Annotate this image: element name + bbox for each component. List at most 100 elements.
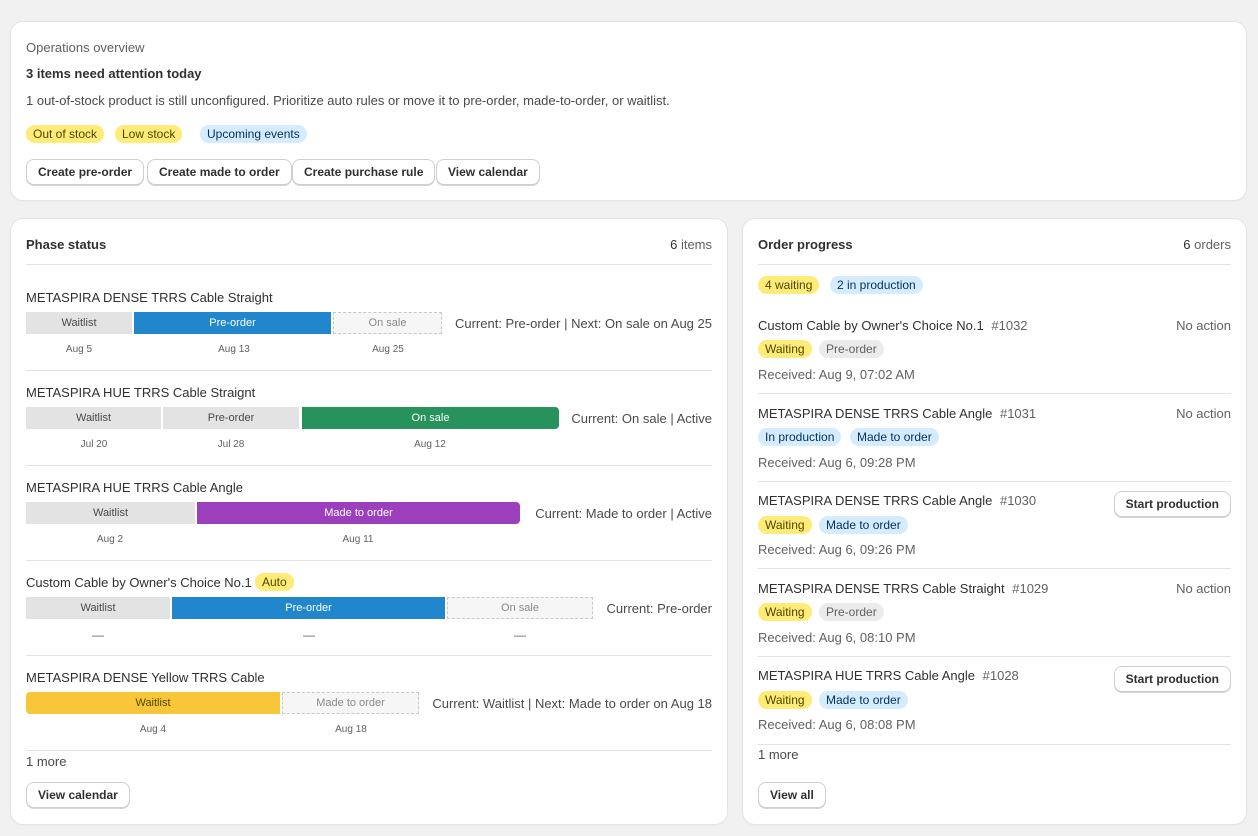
- tag-upcoming-events[interactable]: Upcoming events: [200, 125, 307, 143]
- order-progress-title: Order progress: [758, 237, 853, 252]
- start-production-button[interactable]: Start production: [1113, 666, 1231, 692]
- divider: [758, 656, 1231, 657]
- order-received: Received: Aug 9, 07:02 AM: [758, 367, 915, 382]
- phase-date: —: [303, 628, 315, 642]
- phase-date: Aug 18: [335, 724, 367, 735]
- phase-segment-waitlist: Waitlist: [26, 692, 280, 714]
- product-name: Custom Cable by Owner's Choice No.1: [26, 575, 252, 590]
- order-product-name: METASPIRA DENSE TRRS Cable Straight: [758, 581, 1005, 596]
- divider: [26, 655, 712, 656]
- phase-date: —: [514, 628, 526, 642]
- order-number: #1028: [982, 668, 1019, 683]
- order-product-name: Custom Cable by Owner's Choice No.1: [758, 318, 984, 333]
- phase-date: Aug 12: [414, 439, 446, 450]
- phase-date: Aug 5: [65, 344, 93, 355]
- divider: [26, 750, 712, 751]
- phase-segment-on-sale: On sale: [333, 312, 442, 334]
- phase-status-text: Current: Pre-order | Next: On sale on Au…: [454, 316, 712, 331]
- order-type-badge: Made to order: [819, 516, 908, 534]
- phase-status-text: Current: Pre-order: [606, 601, 712, 616]
- divider: [758, 393, 1231, 394]
- phase-status-card: Phase status 6 items METASPIRA DENSE TRR…: [11, 219, 727, 824]
- order-title: METASPIRA DENSE TRRS Cable Angle #1031: [758, 406, 1036, 421]
- phase-segment-pre-order: Pre-order: [163, 407, 299, 429]
- auto-badge: Auto: [255, 573, 294, 591]
- divider: [758, 744, 1231, 745]
- order-type-badge: Pre-order: [819, 340, 884, 358]
- order-title: METASPIRA HUE TRRS Cable Angle #1028: [758, 668, 1019, 683]
- order-progress-count: 6 orders: [1183, 237, 1231, 252]
- order-title: Custom Cable by Owner's Choice No.1 #103…: [758, 318, 1028, 333]
- order-progress-count-unit: orders: [1194, 237, 1231, 252]
- overview-headline: 3 items need attention today: [26, 66, 202, 81]
- order-number: #1032: [991, 318, 1028, 333]
- divider: [758, 264, 1231, 265]
- phase-segment-on-sale: On sale: [302, 407, 559, 429]
- phase-segment-pre-order: Pre-order: [134, 312, 331, 334]
- order-action-text: No action: [1176, 581, 1231, 596]
- phase-date: Aug 11: [342, 534, 374, 545]
- order-number: #1031: [999, 406, 1037, 421]
- phase-segment-pre-order: Pre-order: [172, 597, 445, 619]
- phase-date: Jul 20: [80, 439, 108, 450]
- phase-status-more[interactable]: 1 more: [26, 754, 67, 769]
- order-received: Received: Aug 6, 08:10 PM: [758, 630, 916, 645]
- operations-overview-card: Operations overview 3 items need attenti…: [11, 22, 1246, 200]
- phase-date: Aug 13: [218, 344, 250, 355]
- waiting-summary-badge: 4 waiting: [758, 276, 820, 294]
- phase-status-text: Current: On sale | Active: [571, 411, 712, 426]
- phase-segment-made-to-order: Made to order: [282, 692, 419, 714]
- phase-segment-waitlist: Waitlist: [26, 502, 195, 524]
- order-title: METASPIRA DENSE TRRS Cable Straight #102…: [758, 581, 1048, 596]
- in-production-summary-badge: 2 in production: [830, 276, 923, 294]
- view-all-button[interactable]: View all: [758, 782, 826, 808]
- divider: [26, 264, 712, 265]
- product-name: METASPIRA HUE TRRS Cable Straignt: [26, 385, 256, 400]
- order-action-text: No action: [1176, 318, 1231, 333]
- phase-date: —: [92, 628, 104, 642]
- tag-low-stock[interactable]: Low stock: [115, 125, 183, 143]
- order-progress-count-number: 6: [1183, 237, 1191, 252]
- order-product-name: METASPIRA DENSE TRRS Cable Angle: [758, 406, 993, 421]
- overview-description: 1 out-of-stock product is still unconfig…: [26, 93, 670, 108]
- phase-status-text: Current: Made to order | Active: [535, 506, 712, 521]
- order-received: Received: Aug 6, 09:28 PM: [758, 455, 916, 470]
- order-number: #1030: [999, 493, 1037, 508]
- view-calendar-button[interactable]: View calendar: [26, 782, 130, 808]
- order-status-badge: Waiting: [758, 691, 812, 709]
- create-pre-order-button[interactable]: Create pre-order: [26, 159, 145, 185]
- divider: [758, 568, 1231, 569]
- product-name: METASPIRA DENSE TRRS Cable Straight: [26, 290, 273, 305]
- tag-out-of-stock[interactable]: Out of stock: [26, 125, 105, 143]
- create-made-to-order-button[interactable]: Create made to order: [147, 159, 292, 185]
- order-type-badge: Made to order: [819, 691, 908, 709]
- divider: [26, 370, 712, 371]
- divider: [758, 481, 1231, 482]
- order-title: METASPIRA DENSE TRRS Cable Angle #1030: [758, 493, 1036, 508]
- phase-date: Aug 4: [139, 724, 167, 735]
- view-calendar-button[interactable]: View calendar: [436, 159, 540, 185]
- phase-segment-on-sale: On sale: [447, 597, 593, 619]
- overview-label: Operations overview: [26, 40, 145, 55]
- order-status-badge: Waiting: [758, 516, 812, 534]
- phase-status-title: Phase status: [26, 237, 107, 252]
- phase-status-text: Current: Waitlist | Next: Made to order …: [432, 696, 712, 711]
- order-action-text: No action: [1176, 406, 1231, 421]
- phase-segment-waitlist: Waitlist: [26, 597, 170, 619]
- create-purchase-rule-button[interactable]: Create purchase rule: [292, 159, 436, 185]
- order-product-name: METASPIRA HUE TRRS Cable Angle: [758, 668, 975, 683]
- order-status-badge: In production: [758, 428, 842, 446]
- phase-status-count: 6 items: [670, 237, 712, 252]
- product-name: METASPIRA DENSE Yellow TRRS Cable: [26, 670, 265, 685]
- phase-segment-waitlist: Waitlist: [26, 312, 132, 334]
- phase-date: Jul 28: [217, 439, 245, 450]
- order-received: Received: Aug 6, 08:08 PM: [758, 717, 916, 732]
- order-type-badge: Pre-order: [819, 603, 884, 621]
- order-number: #1029: [1012, 581, 1049, 596]
- phase-date: Aug 25: [372, 344, 404, 355]
- order-progress-card: Order progress 6 orders 4 waiting 2 in p…: [743, 219, 1246, 824]
- order-progress-more[interactable]: 1 more: [758, 747, 799, 762]
- order-type-badge: Made to order: [850, 428, 939, 446]
- start-production-button[interactable]: Start production: [1113, 491, 1231, 517]
- divider: [26, 465, 712, 466]
